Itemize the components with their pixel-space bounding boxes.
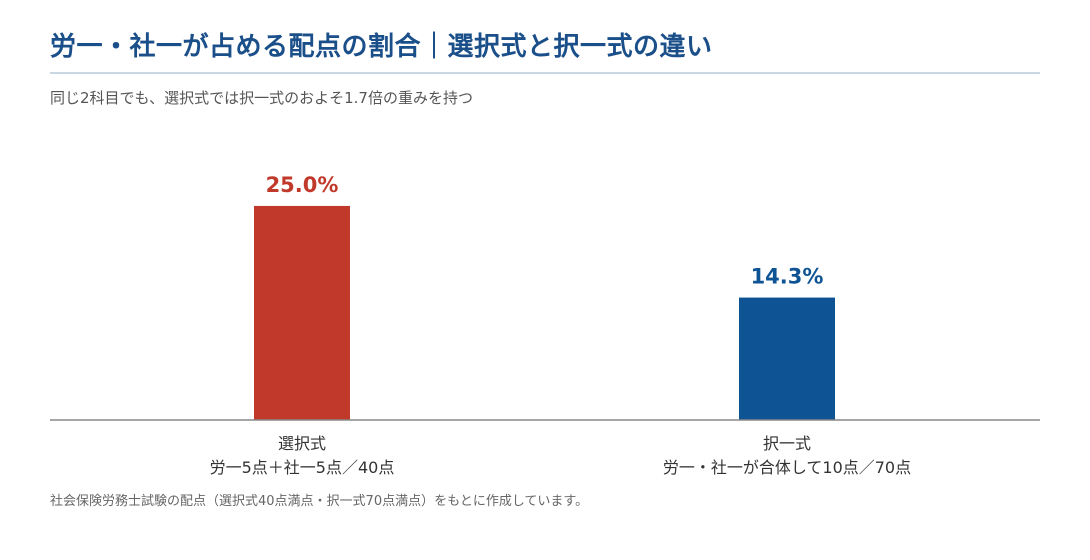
chart-title: 労一・社一が占める配点の割合｜選択式と択一式の違い [50,32,713,62]
data-label-2: 14.3% [751,265,824,289]
chart-subtitle: 同じ2科目でも、選択式では択一式のおよそ1.7倍の重みを持つ [50,89,473,107]
bar-2 [739,297,835,420]
category-label-1-line-1: 選択式 [278,434,326,453]
bar-1 [254,205,350,420]
category-label-2-line-1: 択一式 [763,434,811,453]
title-divider [50,72,1040,74]
category-label-1-line-2: 労一5点＋社一5点／40点 [210,458,395,477]
data-label-1: 25.0% [266,173,339,197]
category-label-2-line-2: 労一・社一が合体して10点／70点 [663,458,911,477]
source-note: 社会保険労務士試験の配点（選択式40点満点・択一式70点満点）をもとに作成してい… [50,494,589,509]
